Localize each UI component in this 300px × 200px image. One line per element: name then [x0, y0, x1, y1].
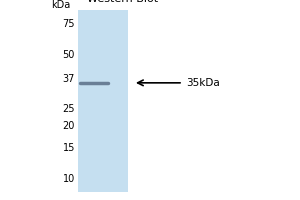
Text: 35kDa: 35kDa — [186, 78, 220, 88]
Text: 37: 37 — [63, 74, 75, 84]
Text: 20: 20 — [63, 121, 75, 131]
Bar — [78, 10, 128, 192]
Text: Western Blot: Western Blot — [87, 0, 159, 4]
Text: 25: 25 — [62, 104, 75, 114]
Text: 10: 10 — [63, 174, 75, 184]
Text: 15: 15 — [63, 143, 75, 153]
Text: 50: 50 — [63, 50, 75, 60]
Text: kDa: kDa — [51, 0, 70, 10]
Text: 75: 75 — [62, 19, 75, 29]
